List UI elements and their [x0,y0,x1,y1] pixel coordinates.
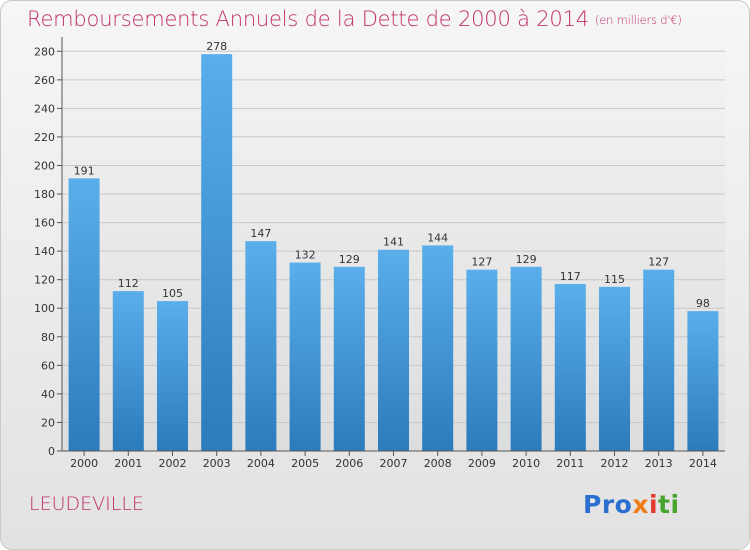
x-tick-label: 2014 [689,457,717,470]
bar-value-label: 191 [74,164,95,177]
x-tick-label: 2008 [424,457,452,470]
x-tick-label: 2001 [114,457,142,470]
x-tick-label: 2003 [203,457,231,470]
chart-title-text: Remboursements Annuels de la Dette de 20… [27,7,589,31]
bar [112,291,144,451]
chart-subtitle: (en milliers d'€) [594,13,682,27]
proxiti-logo: Proxiti [583,490,680,519]
x-tick-label: 2009 [468,457,496,470]
bar [643,269,675,451]
bar [333,266,365,451]
logo-part: x [632,490,649,519]
bar-value-label: 141 [383,236,404,249]
x-tick-label: 2013 [645,457,673,470]
bar [422,245,454,451]
y-tick-label: 180 [34,188,55,201]
y-tick-label: 160 [34,217,55,230]
bar-value-label: 144 [427,231,448,244]
bar-value-label: 147 [250,227,271,240]
bar [157,301,188,451]
bar [554,283,586,451]
bar-value-label: 129 [516,253,537,266]
x-tick-label: 2007 [380,457,408,470]
bar [687,311,719,451]
logo-part: Pro [583,490,633,519]
bar-value-label: 112 [118,277,139,290]
x-tick-label: 2000 [70,457,98,470]
city-name: LEUDEVILLE [29,493,144,515]
bar-value-label: 98 [696,297,710,310]
y-tick-label: 220 [34,131,55,144]
x-tick-label: 2005 [291,457,319,470]
y-tick-label: 280 [34,45,55,58]
value-labels: 191 112 105 278 147 132 129 141 144 127 129 117 115 1… [74,40,710,310]
y-tick-label: 80 [41,331,55,344]
chart-title: Remboursements Annuels de la Dette de 20… [27,7,682,31]
bar [68,178,100,451]
bar [510,266,542,451]
y-tick-label: 100 [34,302,55,315]
x-tick-label: 2002 [159,457,187,470]
bar-value-label: 127 [648,256,669,269]
bar [599,286,630,451]
bar [466,269,498,451]
y-tick-label: 40 [41,388,55,401]
bar-value-label: 129 [339,253,360,266]
bar-value-label: 127 [471,256,492,269]
logo-part: ti [658,490,680,519]
bar [378,249,409,451]
y-tick-label: 200 [34,159,55,172]
axes: 0 20 40 60 80 100 120 140 160 180 200 220 240 260 280 2… [34,37,725,470]
x-tick-label: 2011 [556,457,584,470]
x-tick-label: 2010 [512,457,540,470]
x-tick-label: 2012 [601,457,629,470]
x-tick-label: 2006 [335,457,363,470]
bar-value-label: 132 [295,249,316,262]
x-tick-label: 2004 [247,457,275,470]
y-tick-label: 140 [34,245,55,258]
bars [68,54,719,451]
bar-value-label: 278 [206,40,227,53]
bar [245,241,277,451]
y-tick-label: 260 [34,74,55,87]
bar-value-label: 117 [560,270,581,283]
logo-part: i [648,490,659,519]
y-tick-label: 240 [34,102,55,115]
bar-value-label: 115 [604,273,625,286]
y-tick-label: 0 [48,445,55,458]
bar [289,262,321,451]
y-tick-label: 120 [34,274,55,287]
y-tick-label: 60 [41,359,55,372]
bar-value-label: 105 [162,287,183,300]
bar [201,54,233,451]
y-tick-label: 20 [41,416,55,429]
